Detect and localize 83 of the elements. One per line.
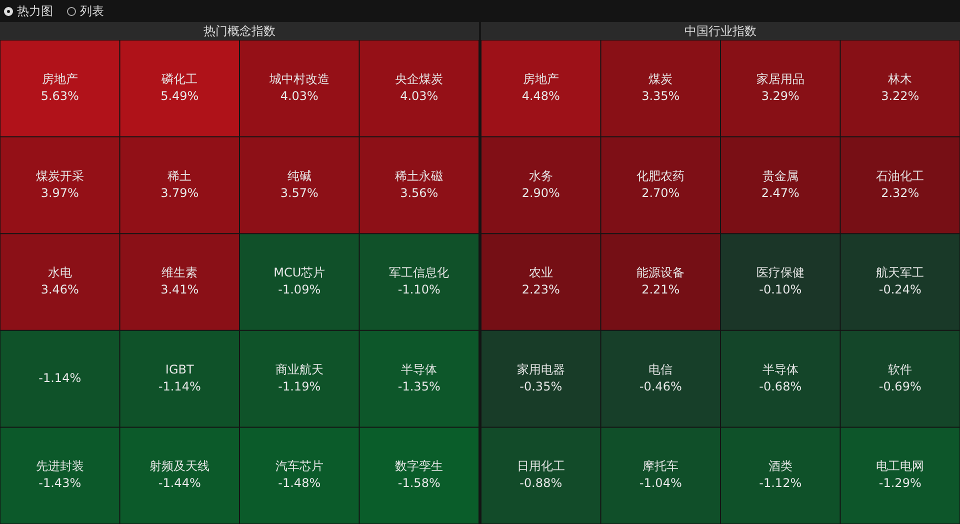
category-label: 先进封装 xyxy=(36,459,84,474)
category-label: 央企煤炭 xyxy=(395,72,444,86)
category-label: 摩托车 xyxy=(642,459,679,474)
data-label: -1.48% xyxy=(278,476,321,490)
category-label: 化肥农药 xyxy=(636,168,685,183)
data-label: -0.68% xyxy=(759,379,802,394)
data-label: -0.10% xyxy=(759,282,802,297)
text: 中国行业指数 xyxy=(481,22,960,40)
category-label: 日用化工 xyxy=(516,459,565,474)
category-label: 石油化工 xyxy=(876,168,924,183)
text: 热力图 xyxy=(17,2,53,20)
data-label: -1.44% xyxy=(158,476,201,490)
data-label: -0.69% xyxy=(878,379,922,394)
category-label: 半导体 xyxy=(762,362,798,376)
data-label: 5.63% xyxy=(40,89,79,104)
category-label: 电信 xyxy=(648,362,673,376)
category-label: 房地产 xyxy=(522,72,559,86)
category-label: 数字孪生 xyxy=(395,459,444,474)
category-label: 商业航天 xyxy=(275,362,324,376)
category-label: 能源设备 xyxy=(636,266,685,280)
category-label: 煤炭开采 xyxy=(36,168,84,183)
category-label: MCU芯片 xyxy=(274,266,326,280)
data-label: 3.79% xyxy=(160,186,199,200)
data-label: -1.43% xyxy=(38,476,82,490)
data-label: 3.97% xyxy=(40,186,79,200)
data-label: 4.03% xyxy=(280,89,318,104)
data-label: 5.49% xyxy=(160,89,199,104)
data-label: 3.35% xyxy=(642,89,680,104)
category-label: 贵金属 xyxy=(762,168,798,183)
category-label: 维生素 xyxy=(162,266,198,280)
data-label: -0.88% xyxy=(520,476,562,490)
data-label: -0.35% xyxy=(520,379,562,394)
category-label: 射频及天线 xyxy=(150,459,210,474)
category-label: 农业 xyxy=(528,266,553,280)
category-label: 汽车芯片 xyxy=(275,459,324,474)
category-label: 酒类 xyxy=(768,459,792,474)
data-label: -1.19% xyxy=(278,379,321,394)
category-label: IGBT xyxy=(165,362,194,376)
data-label: 2.47% xyxy=(761,186,800,200)
data-label: 4.03% xyxy=(400,89,438,104)
data-label: -1.12% xyxy=(759,476,802,490)
category-label: 家用电器 xyxy=(516,362,565,376)
category-label: 煤炭 xyxy=(648,72,673,86)
data-label: -1.35% xyxy=(398,379,440,394)
text: 热门概念指数 xyxy=(0,22,479,40)
data-label: -1.10% xyxy=(398,282,440,297)
data-label: -1.29% xyxy=(878,476,922,490)
category-label: 稀土 xyxy=(168,168,192,183)
category-label: 电工电网 xyxy=(876,459,924,474)
data-label: 3.41% xyxy=(160,282,199,297)
data-label: 3.57% xyxy=(280,186,318,200)
category-label: 软件 xyxy=(888,362,912,376)
category-label: 城中村改造 xyxy=(268,72,330,86)
category-label: 航天军工 xyxy=(876,266,924,280)
category-label: 半导体 xyxy=(401,362,438,376)
data-label: 2.32% xyxy=(881,186,920,200)
text: 列表 xyxy=(80,2,104,20)
category-label: 水电 xyxy=(48,266,72,280)
data-label: 3.22% xyxy=(881,89,920,104)
data-label: 2.70% xyxy=(642,186,680,200)
data-label: -0.24% xyxy=(878,282,922,297)
data-label: 3.56% xyxy=(400,186,438,200)
category-label: 家居用品 xyxy=(756,72,804,86)
category-label: 稀土永磁 xyxy=(395,168,444,183)
data-label: -1.58% xyxy=(398,476,440,490)
data-label: -1.14% xyxy=(158,379,201,394)
data-label: 2.21% xyxy=(642,282,680,297)
data-label: 2.23% xyxy=(522,282,560,297)
data-label: -1.09% xyxy=(278,282,321,297)
category-label: 军工信息化 xyxy=(389,266,450,280)
data-label: -1.04% xyxy=(639,476,682,490)
category-label: 房地产 xyxy=(42,72,78,86)
data-label: 4.48% xyxy=(522,89,560,104)
data-label: 3.46% xyxy=(40,282,79,297)
category-label: 医疗保健 xyxy=(756,266,804,280)
data-label: 3.29% xyxy=(761,89,800,104)
data-label: -1.14% xyxy=(38,370,82,385)
category-label: 磷化工 xyxy=(160,72,198,86)
category-label: 水务 xyxy=(528,168,553,183)
data-label: 2.90% xyxy=(522,186,560,200)
category-label: 纯碱 xyxy=(287,168,312,183)
category-label: 林木 xyxy=(887,72,912,86)
data-label: -0.46% xyxy=(639,379,682,394)
